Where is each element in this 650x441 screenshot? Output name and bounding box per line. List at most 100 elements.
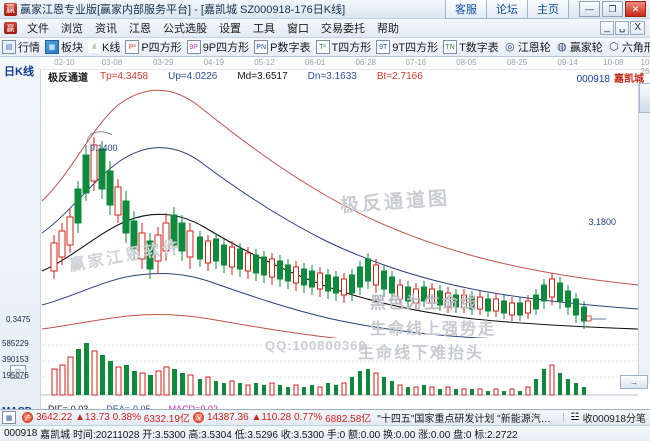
date-tick: 10-08: [603, 58, 624, 67]
price-pane-selector[interactable]: ▽: [10, 365, 26, 379]
macd-macd-value: MACD=0.02: [168, 404, 218, 410]
menu-item-settings[interactable]: 设置: [219, 23, 241, 35]
date-tick: 06-28: [355, 58, 376, 67]
date-tick: 08-25: [506, 58, 528, 67]
index-value: 3642.22: [36, 412, 73, 423]
tick-detail-label[interactable]: 收000918分笔: [582, 414, 646, 425]
menu-item-trade[interactable]: 交易委托: [321, 23, 365, 35]
toolbar-button-p-number-table[interactable]: PN P数字表: [254, 39, 311, 55]
toolbar-label: 9P四方形: [202, 42, 250, 54]
index-percent: 0.77%: [293, 412, 323, 423]
price-marker-low: 3.1800: [588, 217, 616, 227]
macd-pane[interactable]: [52, 409, 598, 410]
status-mark: 标:2.2722: [474, 430, 518, 441]
status-turnover: 换:0.00: [383, 430, 416, 441]
menu-item-help[interactable]: 帮助: [377, 23, 399, 35]
stock-name: 嘉凯城: [614, 74, 644, 85]
menu-item-news[interactable]: 资讯: [95, 23, 117, 35]
index-ticker-bar[interactable]: ▦ 沪 3642.22 ▲13.73 0.38% 6332.19亿 深 1438…: [0, 410, 650, 426]
chart-area[interactable]: 日K线 ▽ △ MACD 02-10 03-08 03-29 04-19 05-…: [0, 57, 650, 410]
chart-plot[interactable]: 02-10 03-08 03-29 04-19 05-12 06-01 06-2…: [2, 57, 650, 409]
scrollbar-thumb[interactable]: [639, 83, 650, 113]
grid-view-icon[interactable]: ▦: [2, 411, 16, 424]
price-pane[interactable]: [40, 83, 650, 338]
menu-item-tools[interactable]: 工具: [253, 23, 275, 35]
toolbar-button-hexagon[interactable]: ⬡ 六角形: [608, 39, 650, 55]
forum-button[interactable]: 论坛: [486, 0, 528, 19]
app-logo-icon: 赢: [4, 2, 17, 16]
toolbar-label: 赢家轮: [569, 42, 603, 54]
menu-item-file[interactable]: 文件: [27, 23, 49, 35]
tick-detail-icon[interactable]: ☳: [570, 412, 580, 423]
doc-close-button[interactable]: X: [630, 21, 645, 35]
toolbar-label: P数字表: [270, 42, 311, 54]
customer-service-button[interactable]: 客服: [445, 0, 487, 19]
status-bar: 000918 嘉凯城 时间:20211028 开:3.5300 高:3.5304…: [0, 426, 650, 441]
date-tick: 03-08: [101, 58, 123, 67]
doc-minimize-button[interactable]: _: [600, 21, 614, 35]
date-tick: 04-19: [203, 58, 225, 67]
date-tick: 08-05: [456, 58, 477, 67]
window-controls: — ❐ ✕: [577, 1, 646, 17]
news-ticker[interactable]: "十四五"国家重点研发计划 "新能源汽…: [377, 414, 551, 425]
price-marker-high: 9.1400: [90, 143, 118, 153]
index-amount: 6882.58亿: [325, 414, 372, 425]
menu-item-formula[interactable]: 公式选股: [163, 23, 207, 35]
toolbar-button-t-square[interactable]: T² T四方形: [315, 39, 371, 55]
gann-wheel-icon: ◎: [505, 40, 515, 53]
maximize-button[interactable]: ❐: [602, 1, 623, 17]
doc-restore-button[interactable]: ␣: [614, 21, 630, 35]
minimize-button[interactable]: —: [579, 1, 600, 17]
macd-dea-value: DEA=-0.05: [106, 404, 151, 410]
status-close: 收:3.5300: [280, 430, 325, 441]
chart-vertical-scrollbar[interactable]: [638, 83, 650, 383]
index-change: ▲110.28: [251, 412, 292, 423]
macd-dif-value: DIF=-0.03: [48, 404, 89, 410]
toolbar-button-p-square[interactable]: P² P四方形: [125, 39, 182, 55]
status-code: 000918: [4, 428, 38, 439]
toolbar-button-kline[interactable]: ıƖ K线: [88, 39, 120, 55]
toolbar-button-9p-square[interactable]: 9P 9P四方形: [186, 39, 250, 55]
homepage-button[interactable]: 主页: [527, 0, 569, 19]
menu-item-gann[interactable]: 江恩: [129, 23, 151, 35]
date-tick: 02-10: [54, 58, 75, 67]
toolbar: ▤ 行情 ▦ 板块 ıƖ K线 P² P四方形 9P 9P四方形 PN P数字表…: [0, 38, 650, 57]
toolbar-button-gann-wheel[interactable]: ◎ 江恩轮: [504, 39, 551, 55]
chart-left-gutter: 日K线 ▽ △ MACD: [0, 57, 41, 409]
document-window-controls: _ ␣ X: [600, 21, 648, 35]
t-square-icon: T²: [315, 40, 330, 54]
toolbar-button-9t-square[interactable]: 9T 9T四方形: [376, 39, 438, 55]
menu-bar: 赢 文件 浏览 资讯 江恩 公式选股 设置 工具 窗口 交易委托 帮助 _ ␣ …: [0, 19, 650, 38]
period-label: 日K线: [4, 66, 34, 78]
volume-pane[interactable]: [40, 339, 650, 399]
toolbar-button-t-number-table[interactable]: TN T数字表: [443, 39, 499, 55]
menu-item-browse[interactable]: 浏览: [61, 23, 83, 35]
t-number-table-icon: TN: [443, 40, 458, 54]
chart-scroll-right-button[interactable]: →: [620, 375, 648, 389]
menu-item-window[interactable]: 窗口: [287, 23, 309, 35]
date-tick: 03-29: [152, 58, 174, 67]
volume-axis-label: 390153: [2, 355, 29, 364]
toolbar-button-winner-wheel[interactable]: ◍ 赢家轮: [556, 39, 603, 55]
indicator-header: 极反通道 Tp=4.3458 Up=4.0226 Md=3.6517 Dn=3.…: [40, 69, 650, 84]
indicator-value-tp: Tp=4.3458: [100, 70, 149, 82]
date-tick: 05-12: [254, 58, 275, 67]
date-tick: 10-26: [640, 58, 650, 76]
status-open: 开:3.5300: [142, 430, 186, 441]
toolbar-label: 9T四方形: [392, 42, 439, 54]
kline-icon: ıƖ: [88, 41, 100, 53]
toolbar-button-quotes[interactable]: ▤ 行情: [2, 39, 40, 55]
status-low: 低:3.5296: [234, 430, 278, 441]
toolbar-label: 板块: [61, 42, 83, 54]
turnover-label: 0.3475: [6, 315, 31, 324]
shenzhen-index-icon: 深: [192, 412, 204, 423]
close-button[interactable]: ✕: [625, 1, 646, 17]
sector-icon: ▦: [45, 40, 59, 54]
status-change: 涨:0.00: [418, 430, 451, 441]
status-volume: 手:0: [326, 430, 346, 441]
date-axis: 02-10 03-08 03-29 04-19 05-12 06-01 06-2…: [40, 57, 650, 76]
ticker-right-group: ☳ 收000918分笔: [559, 410, 648, 425]
index-percent: 0.38%: [112, 412, 141, 423]
toolbar-button-sector[interactable]: ▦ 板块: [45, 39, 83, 55]
